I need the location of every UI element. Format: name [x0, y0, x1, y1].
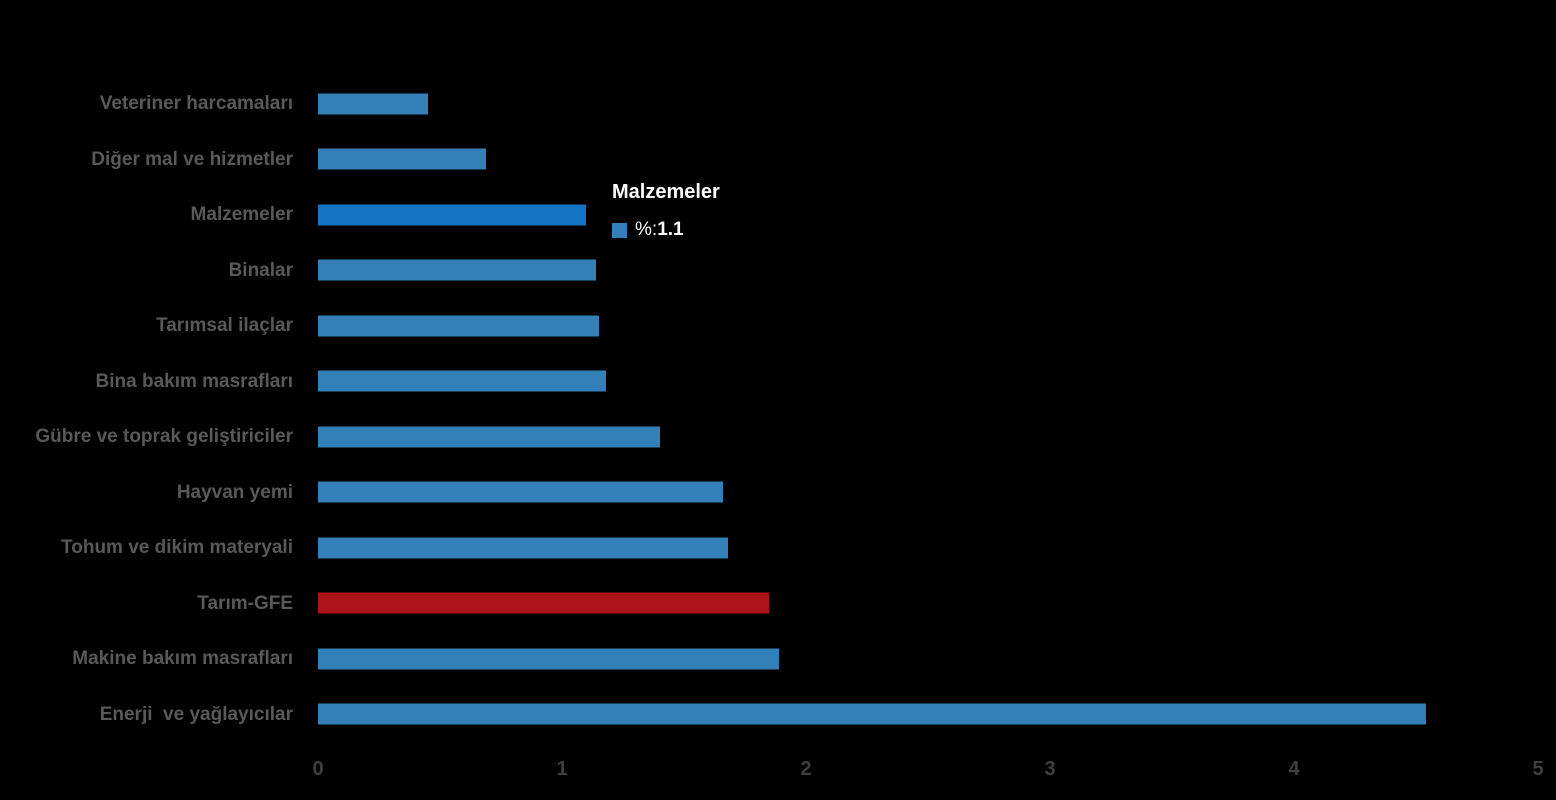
bar[interactable]	[318, 259, 597, 281]
bar-row: Bina bakım masrafları	[0, 354, 1556, 410]
bar-track	[318, 132, 1538, 188]
category-label: Binalar	[228, 259, 293, 281]
bar-track	[318, 576, 1538, 632]
bar-row: Enerji ve yağlayıcılar	[0, 687, 1556, 743]
category-label: Tarımsal ilaçlar	[156, 315, 293, 337]
bar-track	[318, 354, 1538, 410]
bar-track	[318, 298, 1538, 354]
bar[interactable]	[318, 537, 728, 559]
bar[interactable]	[318, 370, 606, 392]
category-label: Makine bakım masrafları	[72, 648, 293, 670]
tooltip-title: Malzemeler	[612, 181, 720, 203]
bar-row: Tarımsal ilaçlar	[0, 298, 1556, 354]
bar[interactable]	[318, 592, 770, 614]
tooltip: Malzemeler %: 1.1	[612, 181, 720, 241]
category-label: Veteriner harcamaları	[99, 93, 293, 115]
category-label: Tohum ve dikim materyali	[61, 537, 293, 559]
x-axis-tick-label: 1	[556, 758, 568, 780]
bar[interactable]	[318, 204, 587, 226]
bar[interactable]	[318, 648, 780, 670]
tooltip-value: 1.1	[657, 219, 684, 240]
bar-row: Gübre ve toprak geliştiriciler	[0, 409, 1556, 465]
bar-row: Hayvan yemi	[0, 465, 1556, 521]
bar-row: Tarım-GFE	[0, 576, 1556, 632]
bar-row: Tohum ve dikim materyali	[0, 520, 1556, 576]
tooltip-series-label: %:	[635, 219, 658, 240]
bar-track	[318, 243, 1538, 299]
tooltip-series-swatch	[612, 222, 627, 238]
bar[interactable]	[318, 426, 660, 448]
bar-row: Makine bakım masrafları	[0, 631, 1556, 687]
bar-track	[318, 631, 1538, 687]
x-axis-tick-label: 0	[312, 758, 324, 780]
bar-row: Diğer mal ve hizmetler	[0, 132, 1556, 188]
x-axis-tick-label: 3	[1044, 758, 1056, 780]
bar-row: Veteriner harcamaları	[0, 76, 1556, 132]
bar-track	[318, 465, 1538, 521]
category-label: Enerji ve yağlayıcılar	[99, 703, 293, 725]
x-axis-tick-label: 4	[1288, 758, 1300, 780]
bar[interactable]	[318, 481, 724, 503]
x-axis-tick-label: 5	[1532, 758, 1544, 780]
bar-track	[318, 187, 1538, 243]
bar-track	[318, 409, 1538, 465]
bar-track	[318, 520, 1538, 576]
bar[interactable]	[318, 315, 599, 337]
bar[interactable]	[318, 148, 487, 170]
x-axis-tick-label: 2	[800, 758, 812, 780]
category-label: Hayvan yemi	[176, 481, 293, 503]
bar[interactable]	[318, 93, 428, 115]
plot-area: Veteriner harcamaları Diğer mal ve hizmet…	[0, 76, 1556, 742]
category-label: Tarım-GFE	[197, 592, 293, 614]
category-label: Malzemeler	[190, 204, 293, 226]
bar-track	[318, 687, 1538, 743]
x-axis: 0 1 2 3 4 5	[312, 757, 1543, 789]
category-label: Gübre ve toprak geliştiriciler	[35, 426, 293, 448]
bar[interactable]	[318, 703, 1426, 725]
tooltip-value-line: %: 1.1	[612, 219, 720, 241]
bar-row: Binalar	[0, 243, 1556, 299]
bar-track	[318, 76, 1538, 132]
category-label: Bina bakım masrafları	[95, 370, 293, 392]
category-label: Diğer mal ve hizmetler	[91, 148, 293, 170]
bar-row: Malzemeler	[0, 187, 1556, 243]
